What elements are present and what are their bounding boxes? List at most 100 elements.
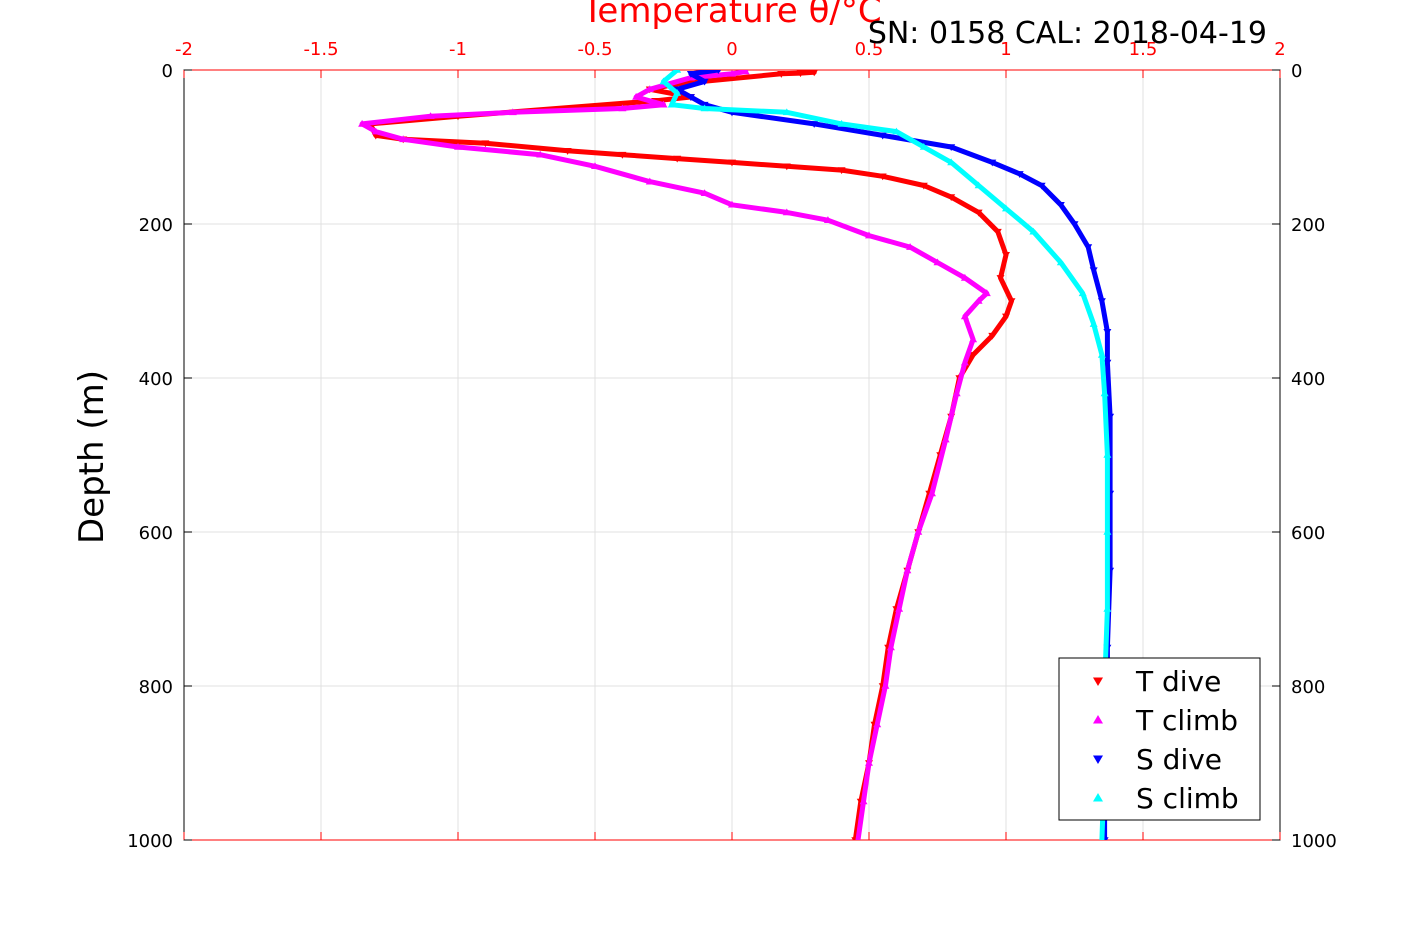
data-point: [728, 200, 736, 208]
y-axis-label: Depth (m): [72, 370, 112, 544]
data-point: [1099, 836, 1105, 840]
y-axis-ticks: 0 0 200 200 400 400 600 600 800 800 1000 1000: [127, 61, 1337, 852]
data-point: [1103, 528, 1112, 535]
data-point: [563, 148, 572, 155]
data-point: [974, 297, 983, 304]
data-point: [982, 289, 991, 297]
data-point: [1002, 252, 1010, 259]
data-point: [1070, 221, 1079, 228]
x-tick-label: -1: [449, 39, 467, 60]
data-point: [728, 70, 736, 77]
x-tick-label: 1: [1000, 39, 1011, 60]
data-point: [969, 335, 978, 343]
series-t-dive: [366, 70, 1016, 840]
data-point: [914, 528, 923, 535]
data-point: [399, 135, 408, 143]
data-point: [673, 70, 682, 73]
data-point: [810, 70, 818, 77]
x-tick-label: -2: [175, 39, 193, 60]
data-point: [1103, 359, 1112, 367]
y-tick-label-left: 0: [162, 61, 173, 82]
x-tick-label: 0: [726, 39, 737, 60]
data-point: [855, 836, 861, 840]
data-point: [426, 112, 435, 119]
series-trace: [661, 70, 1110, 840]
data-point: [873, 720, 882, 728]
data-point: [952, 389, 961, 397]
data-point: [700, 78, 709, 86]
data-point: [947, 144, 956, 151]
data-point: [1100, 389, 1109, 397]
data-point: [903, 566, 912, 574]
x-tick-label: -1.5: [303, 39, 338, 60]
data-point: [960, 358, 969, 366]
data-point: [1037, 182, 1046, 190]
data-point: [960, 312, 969, 320]
data-point: [686, 94, 695, 101]
data-point: [941, 435, 950, 443]
data-point: [865, 759, 873, 766]
data-point: [1089, 320, 1098, 327]
series-s-climb: [659, 70, 1112, 840]
x-tick-label: 1.5: [1129, 39, 1158, 60]
x-tick-label: 2: [1274, 39, 1285, 60]
data-point: [810, 121, 819, 128]
x-axis-label: Temperature θ/°C: [581, 0, 881, 31]
data-point: [933, 258, 942, 266]
data-point: [993, 228, 1002, 236]
legend-marker: [1093, 793, 1103, 802]
data-point: [741, 70, 750, 75]
data-point: [960, 273, 969, 281]
data-point: [632, 92, 641, 100]
data-point: [673, 89, 682, 96]
data-point: [892, 127, 901, 135]
data-point: [1056, 201, 1065, 209]
data-point: [659, 100, 668, 108]
data-point: [536, 150, 545, 158]
legend-label: S dive: [1136, 743, 1222, 776]
y-tick-label-right: 1000: [1291, 831, 1337, 852]
data-point: [878, 132, 887, 140]
data-point: [1084, 244, 1093, 252]
data-point: [919, 182, 928, 190]
y-tick-label-right: 0: [1291, 61, 1302, 82]
data-point: [782, 108, 791, 116]
legend-box: [1058, 657, 1261, 821]
data-point: [886, 643, 895, 651]
data-point: [865, 231, 873, 239]
data-point: [782, 163, 791, 171]
data-point: [508, 108, 517, 116]
data-point: [906, 243, 915, 250]
data-point: [1089, 267, 1098, 275]
legend-marker: [1093, 755, 1103, 764]
data-point: [996, 275, 1005, 282]
legend-label: S climb: [1136, 782, 1239, 815]
data-point: [1007, 298, 1016, 305]
data-point: [1056, 258, 1065, 266]
data-point: [974, 209, 983, 217]
data-point: [645, 177, 654, 185]
data-point: [1015, 171, 1024, 178]
series-trace: [359, 70, 990, 840]
x-tick-label: -0.5: [577, 39, 612, 60]
data-point: [1106, 413, 1115, 421]
data-series: [358, 70, 1115, 840]
data-point: [481, 140, 490, 148]
y-tick-label-right: 600: [1291, 523, 1325, 544]
data-point: [686, 71, 695, 78]
data-point: [700, 189, 709, 196]
data-point: [1002, 204, 1010, 212]
data-point: [1103, 451, 1112, 458]
data-point: [659, 77, 668, 85]
y-tick-label-left: 1000: [127, 831, 173, 852]
data-point: [1097, 350, 1106, 358]
data-point: [1078, 289, 1087, 297]
series-s-dive: [673, 70, 1115, 840]
data-point: [928, 489, 937, 497]
data-point: [618, 151, 627, 159]
y-tick-label-right: 200: [1291, 215, 1325, 236]
data-point: [645, 85, 654, 93]
data-point: [969, 352, 978, 359]
data-point: [823, 216, 832, 223]
y-tick-label-left: 800: [139, 677, 173, 698]
